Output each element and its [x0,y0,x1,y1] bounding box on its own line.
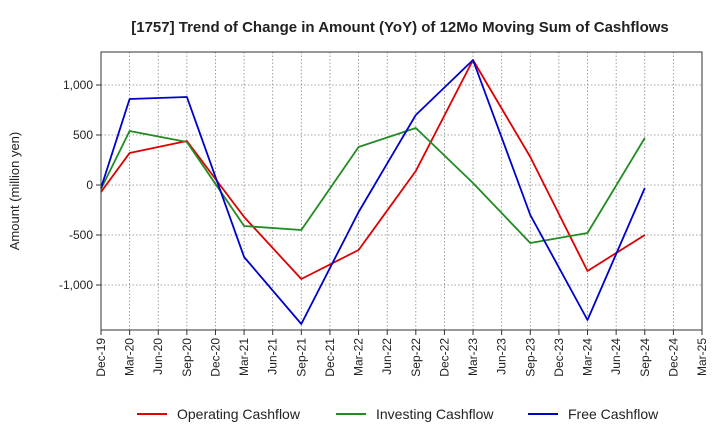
x-tick-label: Jun-22 [380,338,394,375]
series-line-operating-cashflow [100,59,646,280]
x-tick-label: Dec-22 [437,338,451,377]
x-tick-label: Jun-23 [495,338,509,375]
x-tick-label: Sep-21 [294,338,308,377]
x-tick-label: Mar-23 [466,338,480,376]
x-tick-label: Dec-21 [323,338,337,377]
x-tick-label: Dec-20 [208,338,222,377]
x-tick-label: Jun-21 [266,338,280,375]
x-tick-label: Sep-24 [638,338,652,377]
plot-frame [100,51,703,331]
x-tick-label: Mar-20 [123,338,137,376]
y-tick-label: -1,000 [59,278,93,292]
x-tick-label: Jun-24 [609,338,623,375]
legend-label-free-cashflow: Free Cashflow [568,406,659,422]
x-tick-label: Mar-25 [695,338,709,376]
y-tick-label: -500 [69,228,93,242]
legend-label-operating-cashflow: Operating Cashflow [177,406,301,422]
chart-title: [1757] Trend of Change in Amount (YoY) o… [131,19,669,36]
y-tick-label: 0 [86,178,93,192]
x-tick-label: Dec-23 [552,338,566,377]
series-line-free-cashflow [100,59,646,325]
y-axis-label: Amount (million yen) [7,132,22,251]
series-layer [100,59,646,325]
x-tick-label: Dec-19 [94,338,108,377]
y-tick-label: 1,000 [63,78,93,92]
series-line-investing-cashflow [100,127,646,244]
x-tick-label: Sep-22 [409,338,423,377]
y-tick-label: 500 [73,128,93,142]
x-tick-label: Jun-20 [151,338,165,375]
x-tick-label: Sep-20 [180,338,194,377]
legend: Operating Cashflow Investing Cashflow Free… [137,406,659,422]
y-axis-ticks: 1,000 500 0 -500 -1,000 [59,78,101,292]
x-tick-label: Mar-24 [581,338,595,376]
x-tick-label: Dec-24 [666,338,680,377]
x-tick-label: Mar-21 [237,338,251,376]
legend-label-investing-cashflow: Investing Cashflow [376,406,494,422]
x-tick-label: Sep-23 [523,338,537,377]
x-tick-label: Mar-22 [352,338,366,376]
x-axis-ticks: Dec-19 Mar-20 Jun-20 Sep-20 Dec-20 Mar-21 Jun-… [94,330,709,377]
